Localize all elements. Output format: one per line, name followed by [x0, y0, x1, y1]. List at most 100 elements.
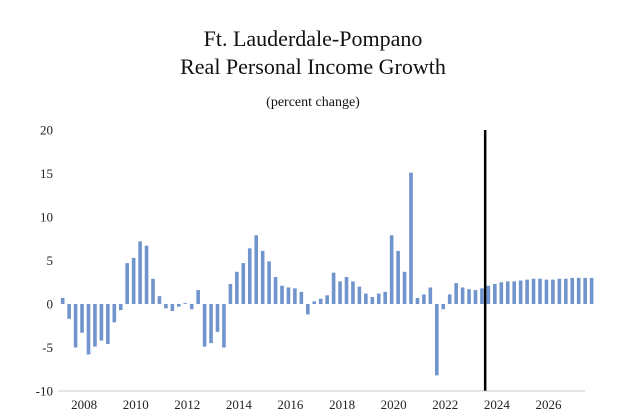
bar	[447, 294, 452, 304]
bar	[364, 293, 368, 304]
bar	[177, 304, 181, 307]
bar-series	[60, 172, 594, 376]
bar	[589, 277, 594, 304]
bar	[351, 281, 355, 304]
bar	[499, 282, 504, 304]
bar	[357, 286, 362, 304]
y-tick-label: 5	[47, 253, 54, 268]
x-tick-label: 2026	[536, 397, 563, 412]
bar	[512, 281, 516, 304]
bar	[312, 301, 317, 304]
bar	[215, 304, 220, 332]
bar	[306, 304, 310, 315]
bar	[325, 295, 329, 304]
bar	[486, 285, 491, 304]
x-tick-label: 2024	[484, 397, 511, 412]
bar	[564, 278, 568, 304]
bar	[202, 304, 207, 347]
bar	[260, 250, 265, 304]
bar	[267, 261, 271, 304]
bar	[557, 278, 562, 304]
bar	[151, 278, 155, 304]
bar	[409, 172, 413, 304]
x-tick-label: 2020	[381, 397, 407, 412]
bar	[454, 283, 458, 304]
bar	[538, 278, 542, 304]
bar	[228, 283, 233, 304]
bar	[428, 287, 433, 304]
bar	[570, 277, 575, 304]
bar	[293, 288, 297, 304]
bar	[551, 279, 555, 304]
bar	[164, 304, 168, 309]
bar	[93, 304, 97, 347]
bar	[222, 304, 226, 348]
bar	[480, 288, 484, 304]
bar	[435, 304, 439, 376]
bar	[80, 304, 84, 333]
bar	[422, 294, 426, 304]
bar	[254, 235, 258, 304]
y-tick-label: -5	[42, 340, 53, 355]
bar	[583, 277, 587, 304]
chart-subtitle: (percent change)	[266, 95, 360, 110]
chart-title-line2: Real Personal Income Growth	[180, 54, 446, 79]
x-tick-label: 2016	[277, 397, 304, 412]
bar	[183, 303, 188, 304]
bar	[170, 304, 175, 311]
bar	[338, 281, 342, 304]
x-tick-label: 2018	[329, 397, 355, 412]
bar	[415, 297, 420, 304]
x-tick-label: 2010	[123, 397, 149, 412]
bar	[383, 291, 387, 304]
bar	[144, 245, 149, 304]
bar	[318, 298, 323, 304]
y-tick-label: 20	[40, 123, 53, 138]
bar	[99, 304, 104, 341]
bar	[493, 283, 497, 304]
bar	[525, 279, 529, 304]
bar	[86, 304, 91, 355]
y-axis-tick-labels: 20 15 10 5 0 -5 -10	[36, 123, 53, 399]
y-tick-label: 10	[40, 210, 53, 225]
bar	[118, 304, 123, 311]
bar	[241, 263, 246, 304]
bar	[331, 272, 336, 304]
bar	[518, 280, 523, 304]
bar	[473, 290, 478, 304]
bar	[286, 287, 291, 304]
bar	[235, 271, 239, 304]
bar	[247, 248, 252, 304]
bar	[67, 304, 71, 319]
bar	[106, 304, 110, 345]
bar	[402, 271, 407, 304]
x-tick-label: 2012	[174, 397, 200, 412]
x-tick-label: 2014	[226, 397, 253, 412]
bar	[299, 291, 304, 304]
bar	[157, 296, 162, 304]
bar	[376, 293, 381, 304]
bar	[441, 304, 446, 310]
x-tick-label: 2008	[71, 397, 97, 412]
bar	[460, 287, 465, 304]
bar	[389, 235, 394, 304]
y-tick-label: -10	[36, 384, 53, 399]
bar	[576, 277, 581, 304]
bar	[196, 290, 200, 304]
bar	[125, 263, 129, 304]
bar	[344, 277, 349, 304]
bar	[505, 281, 510, 304]
bar	[138, 241, 142, 304]
x-tick-label: 2022	[432, 397, 458, 412]
bar	[209, 304, 213, 344]
bar	[396, 250, 400, 304]
bar	[467, 289, 471, 304]
x-axis-tick-labels: 2008 2010 2012 2014 2016 2018 2020 2022 2024 2026	[71, 397, 562, 412]
bar	[544, 279, 549, 304]
bar	[273, 277, 278, 304]
bar	[189, 304, 194, 310]
bar	[280, 285, 284, 304]
bar	[131, 257, 136, 304]
y-tick-label: 0	[47, 297, 54, 312]
